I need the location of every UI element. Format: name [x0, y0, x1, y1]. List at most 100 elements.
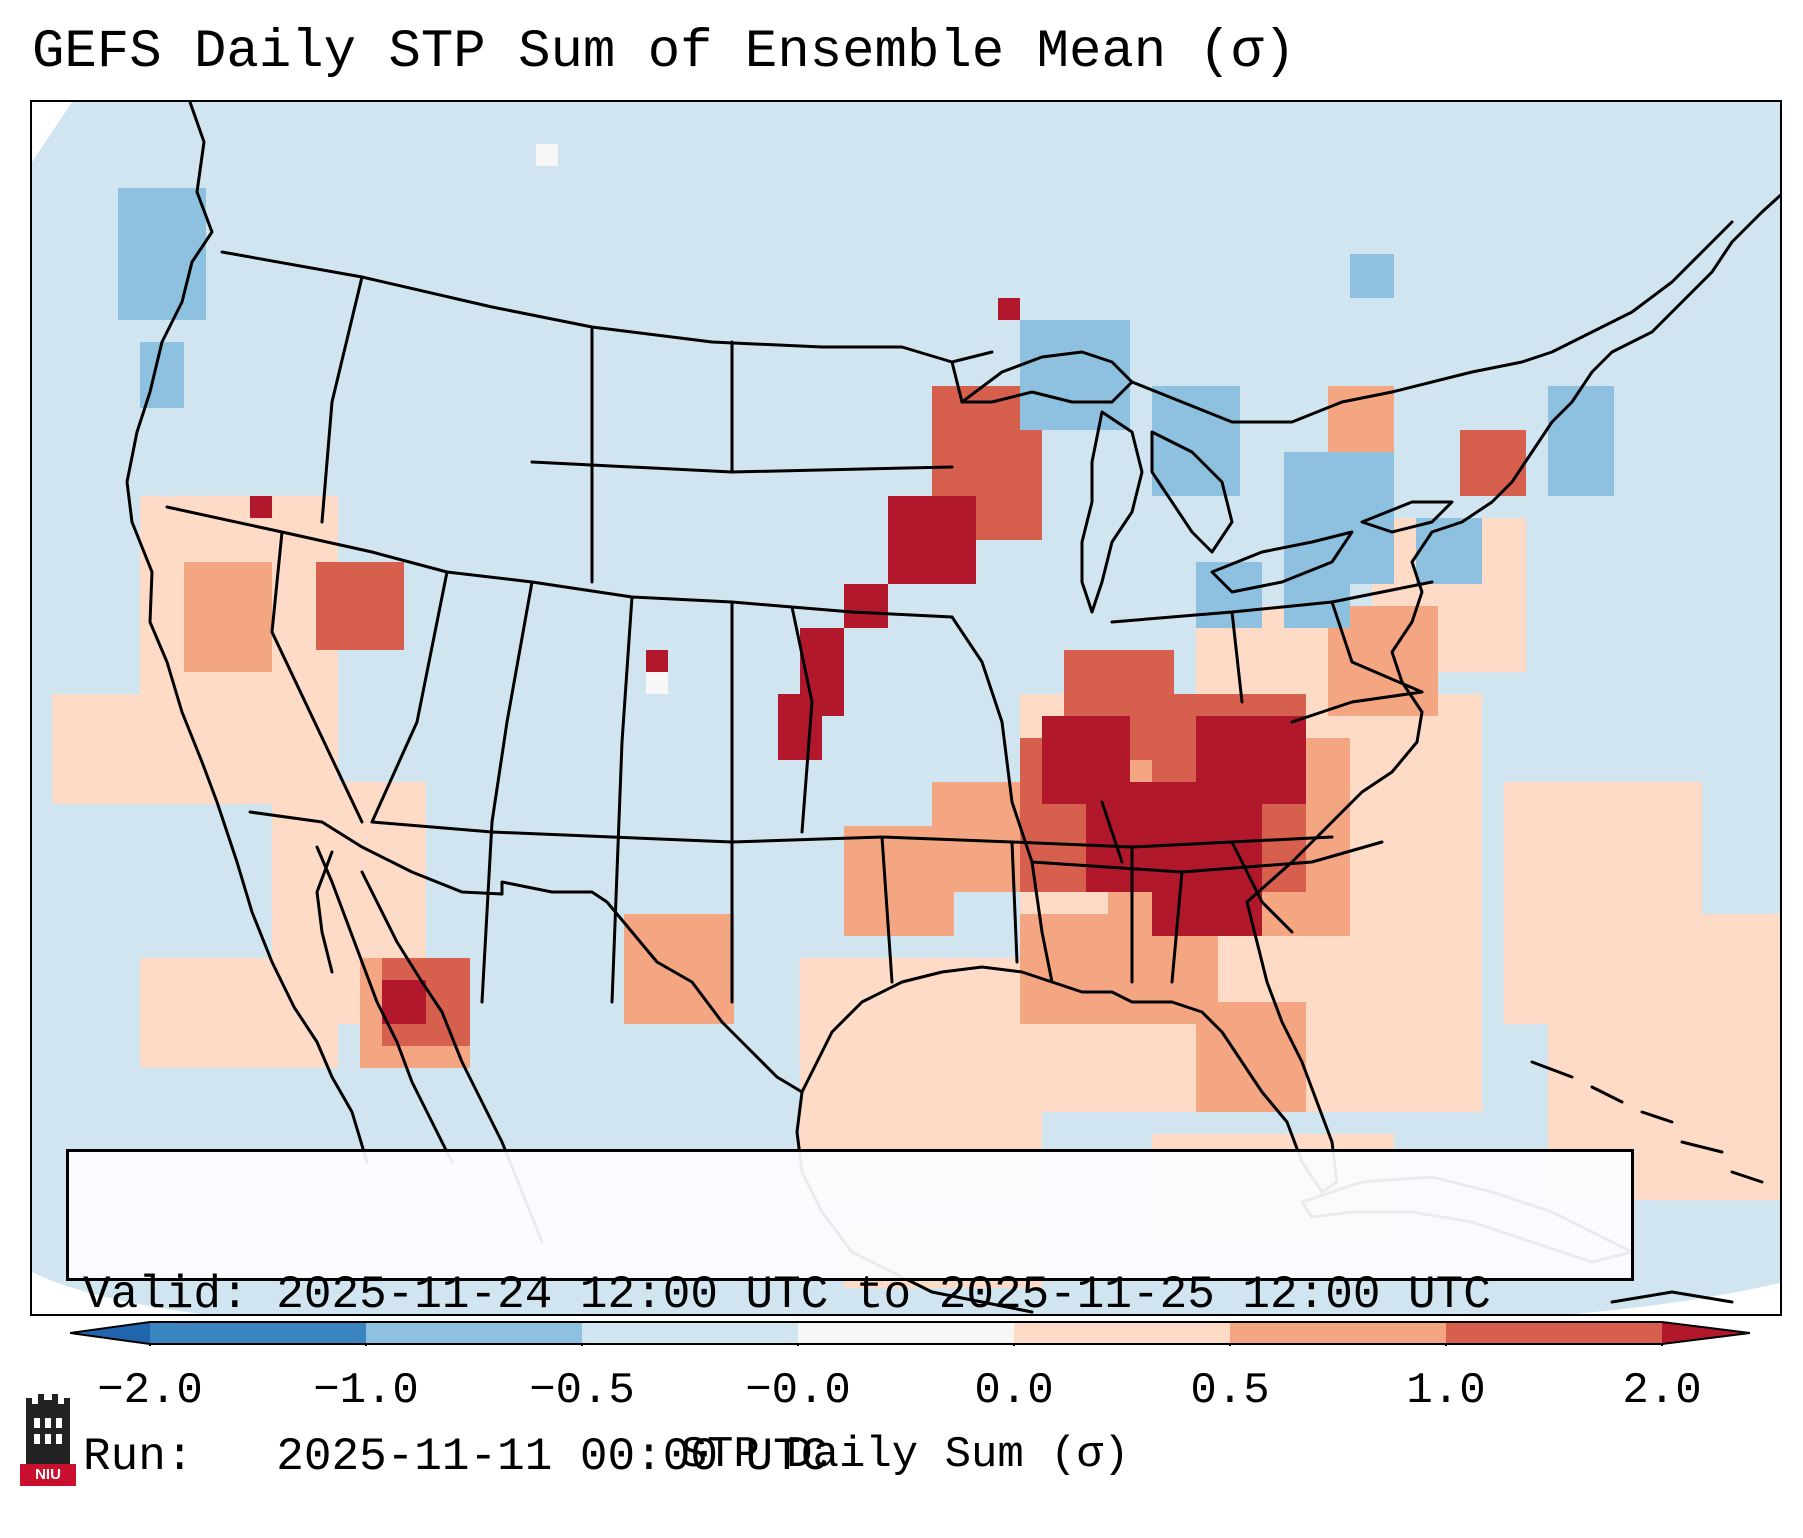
- anomaly-cell: [1460, 980, 1482, 1002]
- anomaly-cell: [272, 694, 294, 716]
- anomaly-cell: [1658, 914, 1680, 936]
- anomaly-cell: [162, 760, 184, 782]
- anomaly-cell: [668, 980, 690, 1002]
- anomaly-cell: [140, 958, 162, 980]
- anomaly-cell: [1284, 980, 1306, 1002]
- anomaly-cell: [1284, 606, 1306, 628]
- anomaly-cell: [1482, 540, 1504, 562]
- anomaly-cell: [1504, 980, 1526, 1002]
- anomaly-cell: [866, 1090, 888, 1112]
- anomaly-cell: [1306, 518, 1328, 540]
- anomaly-cell: [1130, 848, 1152, 870]
- anomaly-cell: [140, 760, 162, 782]
- anomaly-cell: [1306, 782, 1328, 804]
- anomaly-cell: [1702, 1112, 1724, 1134]
- anomaly-cell: [1636, 1046, 1658, 1068]
- anomaly-cell: [1680, 1002, 1702, 1024]
- anomaly-cell: [1218, 430, 1240, 452]
- anomaly-cell: [1042, 716, 1064, 738]
- anomaly-cell: [1152, 452, 1174, 474]
- anomaly-cell: [140, 1024, 162, 1046]
- anomaly-cell: [888, 1068, 910, 1090]
- anomaly-cell: [1614, 848, 1636, 870]
- anomaly-cell: [1372, 782, 1394, 804]
- anomaly-cell: [1592, 826, 1614, 848]
- anomaly-cell: [1174, 870, 1196, 892]
- anomaly-cell: [1086, 914, 1108, 936]
- anomaly-cell: [954, 518, 976, 540]
- anomaly-cell: [1416, 1024, 1438, 1046]
- anomaly-cell: [1548, 1046, 1570, 1068]
- anomaly-cell: [1196, 606, 1218, 628]
- anomaly-cell: [184, 672, 206, 694]
- anomaly-cell: [1438, 628, 1460, 650]
- anomaly-cell: [1680, 958, 1702, 980]
- anomaly-cell: [1306, 892, 1328, 914]
- anomaly-cell: [932, 430, 954, 452]
- anomaly-cell: [1042, 1090, 1064, 1112]
- anomaly-cell: [954, 474, 976, 496]
- anomaly-cell: [1306, 496, 1328, 518]
- anomaly-cell: [338, 958, 360, 980]
- anomaly-cell: [250, 584, 272, 606]
- anomaly-cell: [1284, 1068, 1306, 1090]
- anomaly-cell: [1680, 826, 1702, 848]
- anomaly-cell: [228, 1024, 250, 1046]
- anomaly-cell: [1768, 1112, 1780, 1134]
- anomaly-cell: [1262, 1090, 1284, 1112]
- anomaly-cell: [1658, 826, 1680, 848]
- anomaly-cell: [690, 914, 712, 936]
- anomaly-cell: [1064, 826, 1086, 848]
- anomaly-cell: [1548, 826, 1570, 848]
- anomaly-cell: [1130, 1090, 1152, 1112]
- anomaly-cell: [1020, 694, 1042, 716]
- anomaly-cell: [998, 452, 1020, 474]
- anomaly-cell: [1284, 782, 1306, 804]
- anomaly-cell: [1460, 914, 1482, 936]
- anomaly-cell: [228, 1046, 250, 1068]
- anomaly-cell: [1042, 848, 1064, 870]
- anomaly-cell: [1768, 1002, 1780, 1024]
- anomaly-cell: [932, 1024, 954, 1046]
- anomaly-cell: [1284, 584, 1306, 606]
- anomaly-cell: [1306, 628, 1328, 650]
- anomaly-cell: [272, 914, 294, 936]
- anomaly-cell: [1174, 694, 1196, 716]
- anomaly-cell: [1746, 1024, 1768, 1046]
- anomaly-cell: [382, 826, 404, 848]
- anomaly-cell: [1592, 958, 1614, 980]
- anomaly-cell: [52, 716, 74, 738]
- anomaly-cell: [1438, 606, 1460, 628]
- anomaly-cell: [1064, 1046, 1086, 1068]
- anomaly-cell: [140, 694, 162, 716]
- anomaly-cell: [1240, 650, 1262, 672]
- anomaly-cell: [1064, 650, 1086, 672]
- anomaly-cell: [822, 1046, 844, 1068]
- anomaly-cell: [1218, 584, 1240, 606]
- anomaly-cell: [1196, 760, 1218, 782]
- colorbar-bin: [366, 1322, 582, 1344]
- anomaly-cell: [1350, 672, 1372, 694]
- anomaly-cell: [250, 650, 272, 672]
- anomaly-cell: [866, 914, 888, 936]
- anomaly-cell: [1196, 452, 1218, 474]
- anomaly-cell: [184, 276, 206, 298]
- anomaly-cell: [250, 628, 272, 650]
- anomaly-cell: [1108, 1046, 1130, 1068]
- anomaly-cell: [1482, 628, 1504, 650]
- anomaly-cell: [1614, 1090, 1636, 1112]
- anomaly-cell: [866, 958, 888, 980]
- anomaly-cell: [1262, 606, 1284, 628]
- anomaly-cell: [976, 1068, 998, 1090]
- anomaly-cell: [1504, 848, 1526, 870]
- anomaly-cell: [250, 958, 272, 980]
- anomaly-cell: [932, 782, 954, 804]
- anomaly-cell: [382, 628, 404, 650]
- anomaly-cell: [1130, 1002, 1152, 1024]
- anomaly-cell: [1086, 1024, 1108, 1046]
- anomaly-cell: [1680, 1090, 1702, 1112]
- anomaly-cell: [1240, 716, 1262, 738]
- anomaly-cell: [1746, 1068, 1768, 1090]
- anomaly-cell: [316, 1002, 338, 1024]
- anomaly-cell: [1064, 694, 1086, 716]
